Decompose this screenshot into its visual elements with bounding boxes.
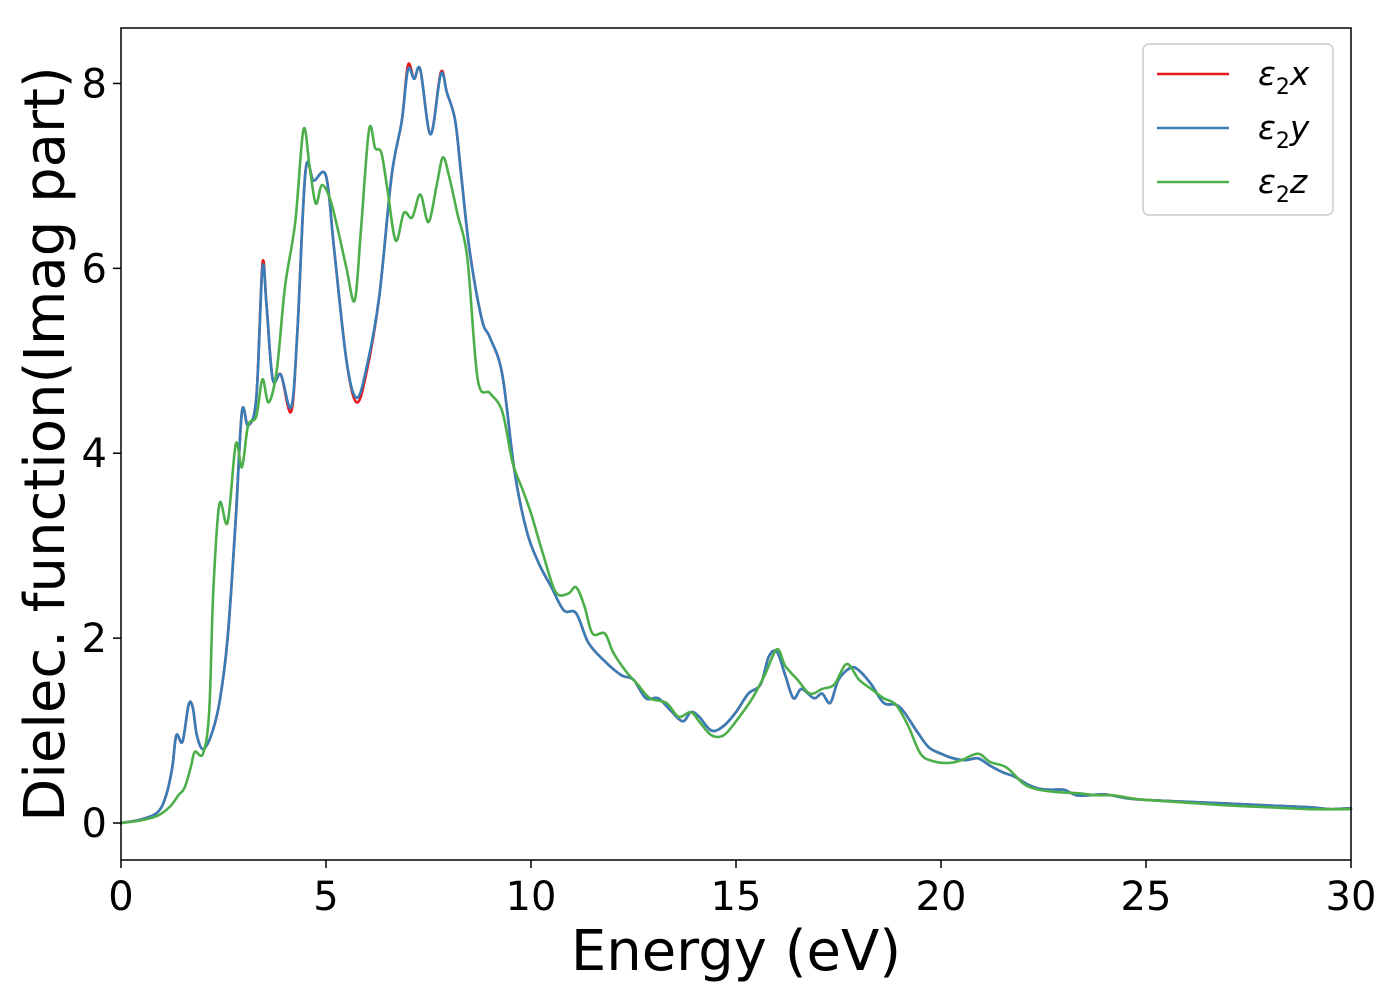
y-axis-ticks: 0 2 4 6 8	[82, 61, 121, 847]
y-axis-title: Dielec. function(Imag part)	[13, 66, 78, 822]
x-tick-label: 5	[313, 874, 338, 920]
y-tick-label: 0	[82, 801, 107, 847]
y-tick-label: 6	[82, 246, 107, 292]
x-tick-label: 15	[711, 874, 762, 920]
legend-frame	[1142, 43, 1334, 216]
x-tick-label: 0	[108, 874, 133, 920]
x-axis-ticks: 0 5 10 15 20 25 30	[108, 860, 1376, 920]
plot-lines	[119, 62, 1353, 825]
legend-label-z: ε2z	[1258, 162, 1308, 208]
legend-label-y: ε2y	[1258, 108, 1310, 154]
y-tick-label: 4	[82, 431, 107, 477]
y-tick-label: 2	[82, 616, 107, 662]
x-tick-label: 25	[1121, 874, 1172, 920]
x-axis-title: Energy (eV)	[571, 919, 901, 984]
series-line-y	[119, 65, 1353, 825]
x-tick-label: 10	[506, 874, 557, 920]
x-tick-label: 20	[916, 874, 967, 920]
y-tick-label: 8	[82, 61, 107, 107]
x-tick-label: 30	[1326, 874, 1377, 920]
legend: ε2x ε2y ε2z	[1142, 43, 1334, 216]
legend-label-x: ε2x	[1258, 54, 1310, 100]
series-line-z	[119, 124, 1353, 825]
